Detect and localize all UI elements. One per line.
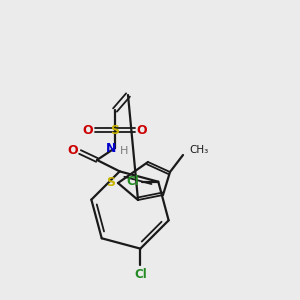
Text: Cl: Cl xyxy=(134,268,147,281)
Text: Cl: Cl xyxy=(126,175,139,188)
Text: S: S xyxy=(106,176,116,190)
Text: H: H xyxy=(120,146,128,156)
Text: O: O xyxy=(137,124,147,136)
Text: CH₃: CH₃ xyxy=(189,145,208,155)
Text: O: O xyxy=(68,145,78,158)
Text: O: O xyxy=(83,124,93,136)
Text: N: N xyxy=(106,142,116,154)
Text: S: S xyxy=(110,124,119,136)
